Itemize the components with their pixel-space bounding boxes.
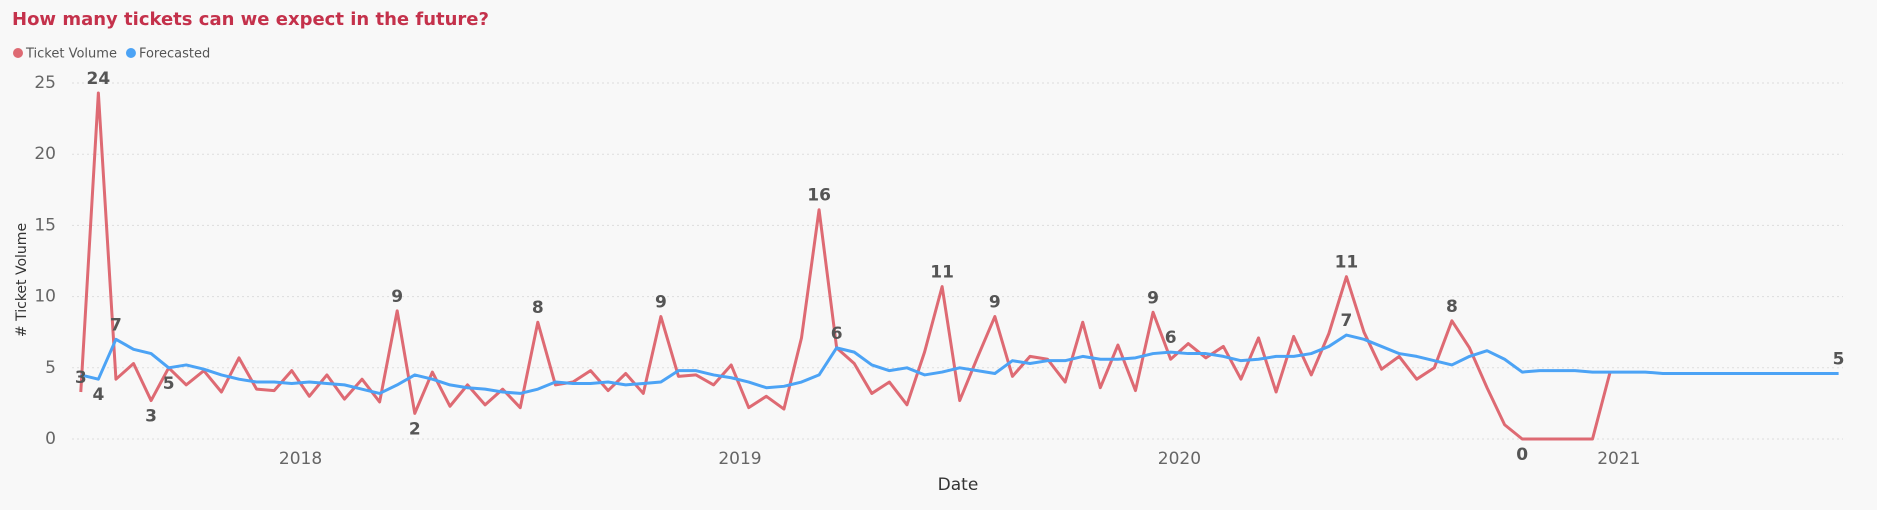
data-label: 4 xyxy=(92,385,104,405)
y-tick-label: 15 xyxy=(34,215,56,235)
data-label: 3 xyxy=(75,368,87,388)
series-line xyxy=(80,333,1839,395)
y-axis-title: # Ticket Volume xyxy=(14,223,30,337)
data-label: 7 xyxy=(1340,311,1352,331)
data-label: 3 xyxy=(145,407,157,427)
y-tick-label: 5 xyxy=(45,358,56,378)
data-label: 9 xyxy=(989,293,1001,313)
data-label: 9 xyxy=(391,287,403,307)
data-label: 8 xyxy=(532,298,544,318)
x-axis-title: Date xyxy=(938,475,979,495)
data-label: 6 xyxy=(831,324,843,344)
x-tick-label: 2021 xyxy=(1597,449,1640,469)
y-tick-label: 25 xyxy=(34,73,56,93)
data-label: 2 xyxy=(409,419,421,439)
data-label: 11 xyxy=(1335,253,1359,273)
data-label: 6 xyxy=(1165,328,1177,348)
series-line xyxy=(79,91,1612,441)
x-tick-label: 2018 xyxy=(279,449,322,469)
legend: Ticket Volume Forecasted xyxy=(13,47,210,62)
data-label: 5 xyxy=(1833,349,1845,369)
data-label: 24 xyxy=(87,69,111,89)
data-label: 11 xyxy=(930,263,954,283)
x-tick-label: 2020 xyxy=(1158,449,1201,469)
legend-label: Forecasted xyxy=(139,47,210,62)
data-label: 9 xyxy=(655,293,667,313)
data-label: 8 xyxy=(1446,297,1458,317)
data-label: 16 xyxy=(807,186,831,206)
data-label: 5 xyxy=(163,374,175,394)
legend-marker xyxy=(125,48,136,58)
data-label: 7 xyxy=(110,315,122,335)
x-tick-label: 2019 xyxy=(718,449,761,469)
data-label: 0 xyxy=(1516,445,1528,465)
y-tick-label: 20 xyxy=(34,144,56,164)
legend-marker xyxy=(13,48,23,58)
data-label: 9 xyxy=(1147,288,1159,308)
legend-label: Ticket Volume xyxy=(25,47,117,62)
y-tick-label: 0 xyxy=(45,429,56,449)
chart-title: How many tickets can we expect in the fu… xyxy=(12,9,489,30)
y-tick-label: 10 xyxy=(34,287,56,307)
